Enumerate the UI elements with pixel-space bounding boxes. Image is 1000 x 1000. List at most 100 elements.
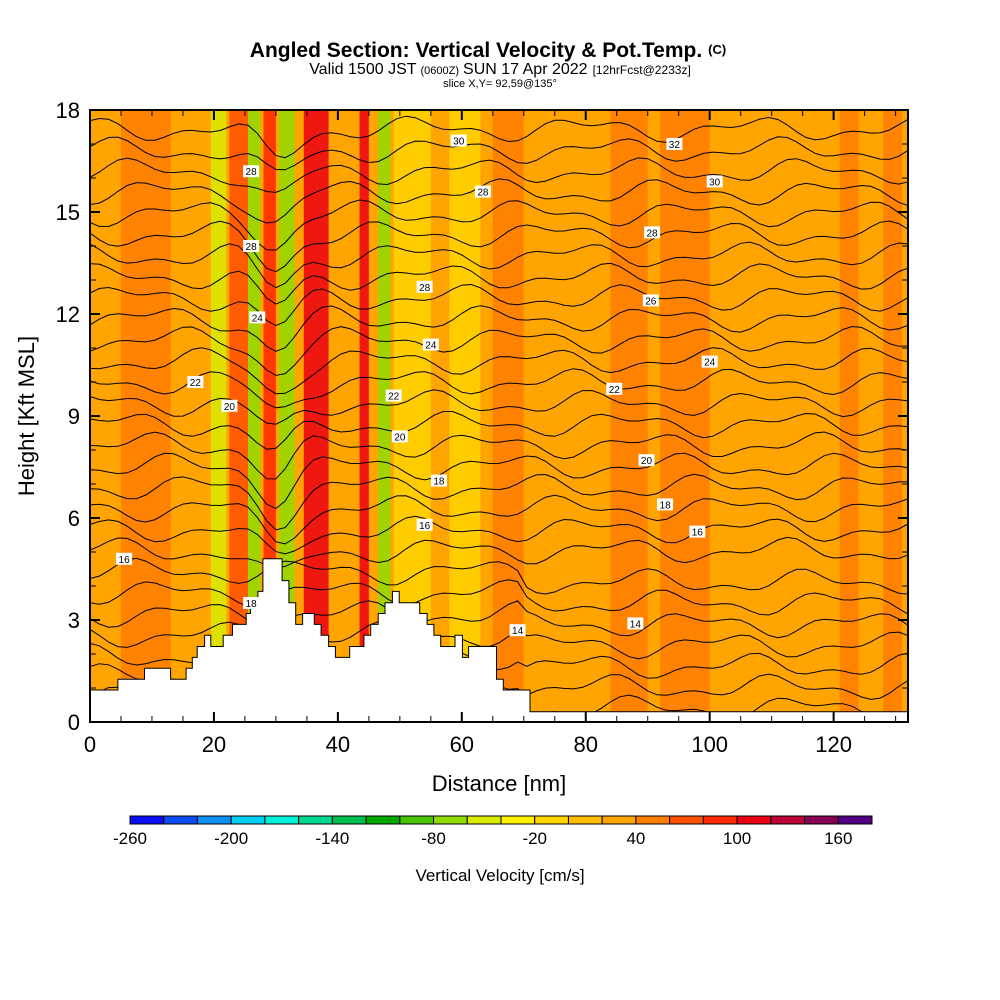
- contour-label: 20: [638, 454, 655, 467]
- theta-contour-line: [90, 283, 908, 327]
- colorbar-swatch: [770, 815, 806, 825]
- contour-label-bg: [243, 240, 260, 252]
- contour-label-bg: [642, 294, 659, 307]
- contour-label: 28: [644, 226, 661, 239]
- colorbar: [129, 815, 873, 825]
- axis-ticks: [89, 109, 908, 723]
- contour-label: 28: [243, 240, 260, 253]
- theta-contour-line: [90, 579, 908, 616]
- contour-label: 24: [701, 355, 718, 369]
- x-axis-label: Distance [nm]: [432, 771, 567, 796]
- x-tick-label: 20: [202, 732, 226, 757]
- theta-contour-line: [90, 368, 908, 409]
- contour-label-bg: [701, 355, 718, 368]
- theta-contour-line: [90, 515, 908, 555]
- y-tick-label: 9: [68, 404, 80, 429]
- contour-label: 16: [689, 525, 706, 539]
- colorbar-swatch: [298, 815, 333, 825]
- contour-label-text: 16: [692, 528, 704, 539]
- colorbar-tick-label: -80: [421, 829, 446, 848]
- y-tick-label: 12: [56, 302, 80, 327]
- contour-label-bg: [116, 552, 133, 565]
- y-tick-label: 18: [56, 98, 80, 123]
- contour-label-bg: [606, 382, 623, 395]
- contour-label: 22: [385, 389, 402, 403]
- contour-label-text: 22: [388, 392, 400, 403]
- colorbar-swatch: [534, 815, 569, 825]
- velocity-band: [449, 110, 481, 722]
- contour-label-text: 28: [419, 283, 431, 294]
- colorbar-swatch: [669, 815, 704, 825]
- colorbar-tick-label: 100: [723, 829, 751, 848]
- x-tick-label: 80: [574, 732, 598, 757]
- subtitle-valid: Valid 1500 JST: [309, 61, 417, 78]
- contour-label-bg: [430, 474, 447, 487]
- contour-label-text: 18: [660, 500, 672, 511]
- contour-label-text: 18: [433, 477, 445, 488]
- contour-label-bg: [666, 138, 683, 150]
- contour-label-bg: [243, 597, 260, 609]
- contour-label-text: 24: [425, 341, 437, 352]
- chart-title-text: Angled Section: Vertical Velocity & Pot.…: [250, 39, 702, 62]
- velocity-band: [182, 110, 208, 722]
- contour-label-bg: [627, 617, 644, 630]
- y-tick-labels: 0 3 6 9 12 15 18: [56, 98, 80, 735]
- contour-label-bg: [243, 165, 260, 178]
- x-tick-label: 60: [450, 732, 474, 757]
- theta-contour-line: [90, 305, 908, 352]
- y-tick-label: 3: [68, 608, 80, 633]
- colorbar-swatch: [163, 815, 198, 825]
- contour-label: 16: [116, 552, 133, 566]
- colorbar-swatch: [702, 815, 738, 825]
- colorbar-swatch: [500, 815, 536, 825]
- theta-contour-line: [90, 136, 908, 171]
- theta-contour-line: [90, 452, 908, 510]
- velocity-band: [771, 110, 797, 722]
- velocity-band: [120, 110, 171, 722]
- colorbar-swatch: [399, 815, 435, 825]
- contour-label-text: 24: [704, 358, 716, 369]
- contour-labels: 30 32 28 30 28 28 28 28 26 24 24 24 22 22 22 20 20 20 18 18…: [116, 134, 723, 637]
- y-tick-label: 15: [56, 200, 80, 225]
- contour-label-bg: [416, 518, 433, 531]
- contour-label-text: 22: [190, 378, 202, 389]
- colorbar-swatch: [264, 815, 300, 825]
- contour-label-text: 22: [609, 385, 621, 396]
- contour-label-text: 30: [453, 137, 465, 148]
- theta-contour-line: [90, 494, 908, 545]
- colorbar-swatch: [466, 815, 502, 825]
- colorbar-swatch: [331, 815, 367, 825]
- velocity-band: [542, 110, 580, 722]
- contour-label-bg: [422, 338, 439, 351]
- colorbar-label: Vertical Velocity [cm/s]: [415, 866, 584, 885]
- theta-contour-line: [90, 473, 908, 531]
- velocity-band: [883, 110, 902, 722]
- colorbar-swatch: [433, 815, 468, 825]
- colorbar-swatch: [804, 815, 839, 825]
- contour-label-text: 16: [419, 521, 431, 532]
- contour-label-bg: [385, 389, 402, 402]
- contour-label: 14: [509, 624, 526, 637]
- colorbar-tick-label: -140: [315, 829, 349, 848]
- contour-label: 18: [430, 474, 447, 488]
- contour-label-text: 20: [641, 456, 653, 467]
- contour-label: 18: [243, 597, 260, 610]
- contour-label-text: 28: [477, 188, 489, 199]
- colorbar-swatch: [601, 815, 637, 825]
- theta-contour-line: [90, 115, 908, 159]
- contour-label-text: 24: [252, 313, 264, 324]
- x-tick-label: 120: [815, 732, 852, 757]
- theta-contour-line: [90, 431, 908, 480]
- y-axis-label: Height [Kft MSL]: [14, 336, 39, 496]
- y-tick-label: 0: [68, 710, 80, 735]
- contour-label: 28: [474, 185, 491, 199]
- y-tick-label: 6: [68, 506, 80, 531]
- colorbar-swatch: [736, 815, 772, 825]
- velocity-band: [210, 110, 227, 722]
- colorbar-swatch: [129, 815, 165, 825]
- colorbar-swatch: [230, 815, 266, 825]
- colorbar-tick-label: 40: [626, 829, 645, 848]
- subtitle-fcst: [12hrFcst@2233z]: [593, 63, 691, 77]
- colorbar-swatch: [365, 815, 401, 825]
- contour-label-bg: [249, 311, 266, 324]
